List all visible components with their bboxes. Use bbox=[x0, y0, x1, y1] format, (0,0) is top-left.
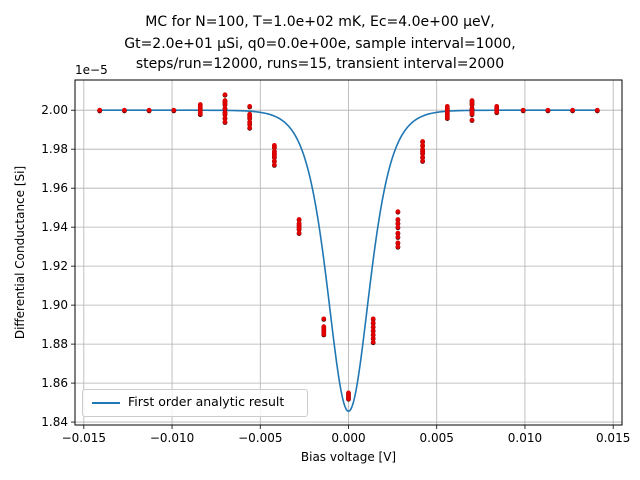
mc-point bbox=[395, 234, 401, 240]
analytic-curve-line bbox=[99, 109, 598, 413]
mc-point bbox=[395, 209, 401, 214]
mc-point bbox=[469, 102, 475, 107]
mc-point bbox=[445, 115, 450, 121]
mc-point bbox=[370, 324, 376, 329]
mc-point bbox=[469, 111, 475, 117]
x-tick-label: −0.015 bbox=[62, 431, 106, 445]
mc-point bbox=[321, 332, 327, 337]
y-tick-label: 1.94 bbox=[41, 220, 68, 234]
mc-point bbox=[395, 230, 401, 236]
x-tick-label: 0.015 bbox=[596, 431, 630, 445]
y-tick-label: 1.96 bbox=[41, 181, 68, 195]
mc-point bbox=[222, 105, 228, 111]
mc-point bbox=[222, 98, 228, 103]
analytic-curve-layer bbox=[99, 109, 598, 413]
mc-point bbox=[395, 240, 401, 246]
mc-point bbox=[222, 119, 228, 125]
mc-point bbox=[146, 107, 152, 113]
mc-point bbox=[594, 107, 600, 113]
mc-point bbox=[272, 162, 277, 168]
mc-point bbox=[272, 144, 277, 150]
mc-point bbox=[247, 104, 252, 109]
mc-point bbox=[122, 107, 127, 113]
mc-point bbox=[420, 142, 425, 148]
mc-point bbox=[370, 335, 376, 341]
x-tick-label: −0.005 bbox=[238, 431, 282, 445]
x-tick-label: 0.010 bbox=[508, 431, 542, 445]
y-tick-label: 1.84 bbox=[41, 415, 68, 429]
mc-point bbox=[370, 332, 376, 337]
mc-point bbox=[570, 107, 575, 113]
mc-point bbox=[272, 154, 277, 160]
mc-points-layer bbox=[97, 92, 600, 402]
mc-point bbox=[272, 158, 277, 164]
y-tick-label: 1.98 bbox=[41, 142, 68, 156]
legend-label: First order analytic result bbox=[128, 394, 285, 409]
mc-point bbox=[420, 139, 425, 144]
x-axis-ticks: −0.015 −0.010 −0.005 0.000 0.005 0.010 0.015 bbox=[62, 425, 630, 445]
y-axis-offset-label: 1e−5 bbox=[75, 63, 108, 77]
mc-point bbox=[247, 115, 252, 121]
mc-point bbox=[197, 111, 203, 117]
mc-point bbox=[222, 102, 228, 107]
mc-point bbox=[520, 107, 526, 113]
mc-point bbox=[171, 107, 177, 113]
x-tick-label: 0.000 bbox=[331, 431, 365, 445]
chart-title-line-2: Gt=2.0e+01 μSi, q0=0.0e+00e, sample inte… bbox=[124, 36, 516, 52]
mc-point bbox=[469, 117, 475, 123]
mc-point bbox=[222, 92, 228, 97]
mc-point bbox=[494, 109, 500, 115]
y-tick-label: 1.88 bbox=[41, 337, 68, 351]
x-tick-label: 0.005 bbox=[420, 431, 454, 445]
mc-point bbox=[247, 121, 252, 127]
mc-point bbox=[420, 154, 425, 160]
mc-point bbox=[370, 328, 376, 333]
mc-point bbox=[420, 150, 425, 156]
x-axis-label: Bias voltage [V] bbox=[301, 450, 396, 464]
legend: First order analytic result bbox=[82, 389, 308, 417]
mc-point bbox=[222, 111, 228, 117]
mc-point bbox=[247, 125, 252, 131]
x-tick-label: −0.010 bbox=[150, 431, 194, 445]
mc-point bbox=[296, 226, 302, 232]
mc-point bbox=[296, 230, 302, 236]
mc-point bbox=[545, 107, 551, 113]
legend-line-swatch bbox=[92, 402, 120, 404]
grid-lines bbox=[75, 80, 622, 425]
y-tick-label: 1.90 bbox=[41, 298, 68, 312]
y-tick-label: 1.86 bbox=[41, 376, 68, 390]
mc-point bbox=[197, 104, 203, 109]
mc-point bbox=[395, 220, 401, 226]
mc-point bbox=[222, 115, 228, 121]
mc-point bbox=[346, 396, 351, 401]
mc-point bbox=[370, 320, 376, 325]
mc-point bbox=[97, 107, 103, 113]
mc-point bbox=[395, 244, 401, 249]
mc-point bbox=[395, 224, 401, 230]
mc-point bbox=[321, 316, 327, 322]
y-axis-ticks: 1.84 1.86 1.88 1.90 1.92 1.94 1.96 1.98 2.00 bbox=[41, 103, 75, 429]
y-axis-label: Differential Conductance [Si] bbox=[13, 166, 27, 339]
chart-title-line-1: MC for N=100, T=1.0e+02 mK, Ec=4.0e+00 μ… bbox=[145, 14, 495, 30]
mc-point bbox=[370, 339, 376, 345]
y-tick-label: 1.92 bbox=[41, 259, 68, 273]
mc-point bbox=[420, 158, 425, 164]
mc-point bbox=[296, 217, 302, 222]
chart-title-line-3: steps/run=12000, runs=15, transient inte… bbox=[135, 56, 505, 72]
y-tick-label: 2.00 bbox=[41, 103, 68, 117]
mc-point bbox=[395, 217, 401, 222]
mc-point bbox=[370, 316, 376, 322]
